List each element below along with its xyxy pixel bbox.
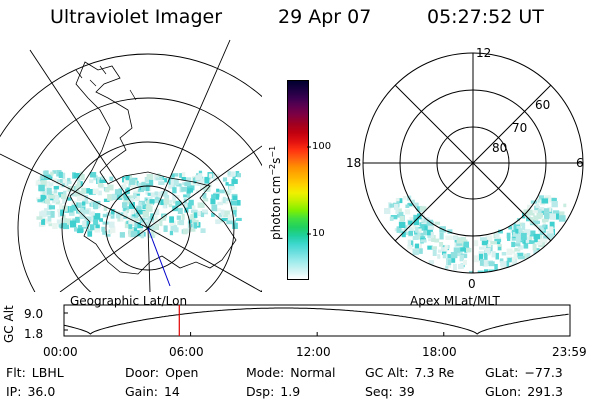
info-label: GC Alt: xyxy=(365,365,409,380)
info-value: 36.0 xyxy=(27,384,56,399)
info-field: GLon: 291.3 xyxy=(485,384,563,399)
info-field: Seq: 39 xyxy=(365,384,415,399)
colorbar xyxy=(287,80,309,280)
info-value: Normal xyxy=(290,365,336,380)
info-value: 291.3 xyxy=(527,384,564,399)
x-tick-2359: 23:59 xyxy=(552,345,587,359)
info-label: GLon: xyxy=(485,384,522,399)
info-field: Dsp: 1.9 xyxy=(246,384,300,399)
info-field: Door: Open xyxy=(125,365,198,380)
x-tick-1200: 12:00 xyxy=(296,345,331,359)
info-value: Open xyxy=(165,365,199,380)
mlt-label-12: 12 xyxy=(476,46,492,60)
info-label: GLat: xyxy=(485,365,519,380)
info-field: Gain: 14 xyxy=(125,384,180,399)
alt-tick-9: 9.0 xyxy=(24,307,44,321)
mlt-label-0: 0 xyxy=(468,277,476,291)
colorbar-tick-10: 10 xyxy=(312,228,325,239)
info-field: Flt: LBHL xyxy=(6,365,64,380)
info-label: Seq: xyxy=(365,384,393,399)
info-label: Flt: xyxy=(6,365,26,380)
mlt-label-6: 6 xyxy=(576,156,584,170)
info-label: Mode: xyxy=(246,365,285,380)
info-value: 39 xyxy=(398,384,415,399)
info-field: IP: 36.0 xyxy=(6,384,55,399)
mlat-label-80: 80 xyxy=(492,141,508,155)
colorbar-tick-100: 100 xyxy=(312,141,332,152)
info-label: Dsp: xyxy=(246,384,275,399)
instrument-title: Ultraviolet Imager xyxy=(50,6,223,28)
mlat-label-70: 70 xyxy=(512,121,528,135)
time-label: 05:27:52 UT xyxy=(427,6,544,28)
info-value: 7.3 Re xyxy=(414,365,455,380)
info-field: Mode: Normal xyxy=(246,365,336,380)
date-label: 29 Apr 07 xyxy=(278,6,372,28)
x-tick-0600: 06:00 xyxy=(169,345,204,359)
info-field: GLat: −77.3 xyxy=(485,365,563,380)
altitude-axis-title: GC Alt xyxy=(2,305,16,343)
info-value: LBHL xyxy=(31,365,64,380)
alt-tick-1-8: 1.8 xyxy=(24,327,44,341)
x-tick-0000: 00:00 xyxy=(43,345,78,359)
info-value: 1.9 xyxy=(280,384,301,399)
mlt-label-18: 18 xyxy=(346,156,362,170)
info-label: Gain: xyxy=(125,384,158,399)
coastline xyxy=(69,61,237,275)
info-field: GC Alt: 7.3 Re xyxy=(365,365,454,380)
info-value: 14 xyxy=(163,384,180,399)
info-label: Door: xyxy=(125,365,160,380)
mlat-label-60: 60 xyxy=(535,98,551,112)
info-label: IP: xyxy=(6,384,22,399)
info-value: −77.3 xyxy=(524,365,563,380)
x-tick-1800: 18:00 xyxy=(422,345,457,359)
